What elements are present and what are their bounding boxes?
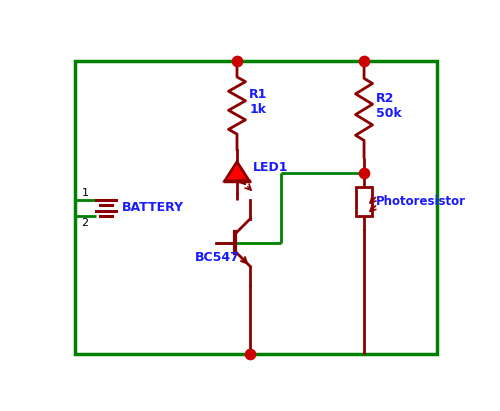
Point [233,58,241,64]
Text: 2: 2 [82,217,88,228]
FancyBboxPatch shape [76,61,437,354]
Text: Photoresistor: Photoresistor [376,195,466,208]
Bar [356,187,372,216]
Text: R1
1k: R1 1k [250,88,268,115]
Polygon shape [224,162,250,181]
Point [360,170,368,177]
Text: BATTERY: BATTERY [122,201,184,215]
Point [246,351,254,358]
Text: R2
50k: R2 50k [376,92,402,120]
Text: 1: 1 [82,188,88,199]
Point [360,58,368,64]
Text: LED1: LED1 [253,161,288,174]
Text: BC547: BC547 [194,252,240,265]
